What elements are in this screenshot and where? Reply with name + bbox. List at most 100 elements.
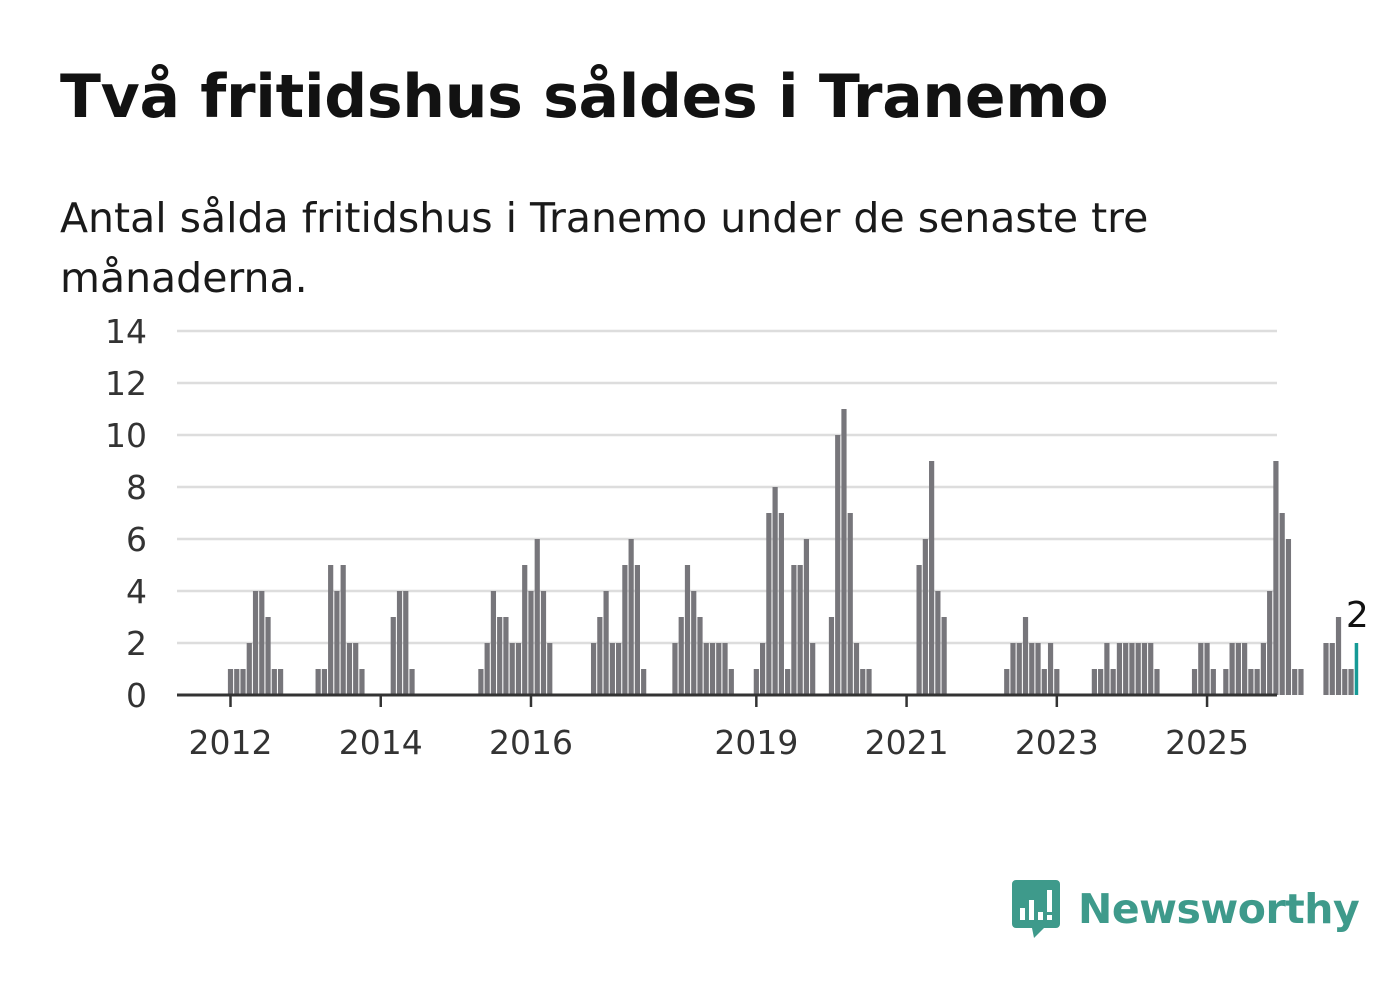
bar (728, 669, 734, 695)
bar (590, 643, 597, 695)
bar (359, 669, 365, 695)
y-tick-label: 12 (105, 364, 147, 403)
bar (691, 591, 697, 695)
bar (522, 565, 528, 695)
bar (1047, 643, 1054, 695)
data-label: 2 (1346, 595, 1369, 636)
bar (1091, 669, 1097, 695)
chart-title: Två fritidshus såldes i Tranemo (60, 62, 1109, 132)
brand-name: Newsworthy (1078, 885, 1360, 933)
bar (1016, 643, 1022, 695)
bar (778, 513, 784, 695)
bar (1035, 643, 1041, 695)
bar (484, 643, 490, 695)
bar (1348, 669, 1354, 695)
bar (916, 565, 922, 695)
bar (515, 643, 522, 695)
y-tick-label: 0 (126, 676, 147, 715)
bar (340, 565, 346, 695)
bar (1298, 669, 1304, 695)
bar (703, 643, 709, 695)
bar (716, 643, 722, 695)
bar (860, 669, 866, 695)
bar (1323, 643, 1329, 695)
bar (1342, 669, 1348, 695)
bar (1267, 591, 1273, 695)
bar (409, 669, 415, 695)
bar (227, 669, 234, 695)
bar (1135, 643, 1141, 695)
y-tick-label: 2 (126, 624, 147, 663)
bar (240, 669, 246, 695)
bar (321, 669, 327, 695)
bar (772, 487, 778, 695)
bar (678, 617, 684, 695)
bar (328, 565, 334, 695)
bar (1254, 669, 1260, 695)
bar (709, 643, 716, 695)
bar (929, 461, 935, 695)
y-tick-label: 8 (126, 468, 147, 507)
bar (1285, 539, 1292, 695)
bar (766, 513, 772, 695)
bar (1041, 669, 1047, 695)
bar (753, 669, 759, 695)
bar (259, 591, 265, 695)
x-tick-label: 2025 (1165, 723, 1249, 762)
bar (1242, 643, 1248, 695)
bar (922, 539, 928, 695)
bar (1223, 669, 1229, 695)
y-tick-label: 14 (105, 312, 147, 351)
x-tick-label: 2014 (339, 723, 423, 762)
bar (547, 643, 553, 695)
bar (1098, 669, 1104, 695)
y-tick-label: 4 (126, 572, 147, 611)
bar (853, 643, 860, 695)
bar (1029, 643, 1035, 695)
bar (396, 591, 403, 695)
bar (1335, 617, 1342, 695)
x-tick-label: 2016 (489, 723, 573, 762)
bar (847, 513, 853, 695)
x-tick-label: 2023 (1015, 723, 1099, 762)
bar (1123, 643, 1129, 695)
bar (1235, 643, 1241, 695)
bar (528, 591, 534, 695)
bar (346, 643, 353, 695)
bar (672, 643, 678, 695)
bar-highlight (1354, 643, 1359, 695)
bar (509, 643, 515, 695)
bar (1054, 669, 1060, 695)
bar (828, 617, 835, 695)
bar (1104, 643, 1110, 695)
bar (1116, 643, 1123, 695)
bar (334, 591, 340, 695)
bar (540, 591, 547, 695)
x-tick-label: 2012 (189, 723, 273, 762)
bar (234, 669, 240, 695)
bar (403, 591, 409, 695)
brand-logo: Newsworthy (1010, 878, 1360, 940)
bar (315, 669, 321, 695)
bar (1273, 461, 1279, 695)
bar (265, 617, 271, 695)
chart-subtitle: Antal sålda fritidshus i Tranemo under d… (60, 194, 1149, 302)
bar (534, 539, 540, 695)
bar (1198, 643, 1204, 695)
x-tick-label: 2019 (714, 723, 798, 762)
bar (1141, 643, 1148, 695)
bar (1129, 643, 1135, 695)
bar (1204, 643, 1210, 695)
bar (503, 617, 509, 695)
bar (722, 643, 728, 695)
newsworthy-logo-icon (1012, 880, 1060, 938)
bar (628, 539, 634, 695)
bar (1248, 669, 1254, 695)
bar (641, 669, 647, 695)
bar (684, 565, 691, 695)
bar (1229, 643, 1235, 695)
bar (1154, 669, 1160, 695)
bar (271, 669, 277, 695)
bar (1022, 617, 1029, 695)
